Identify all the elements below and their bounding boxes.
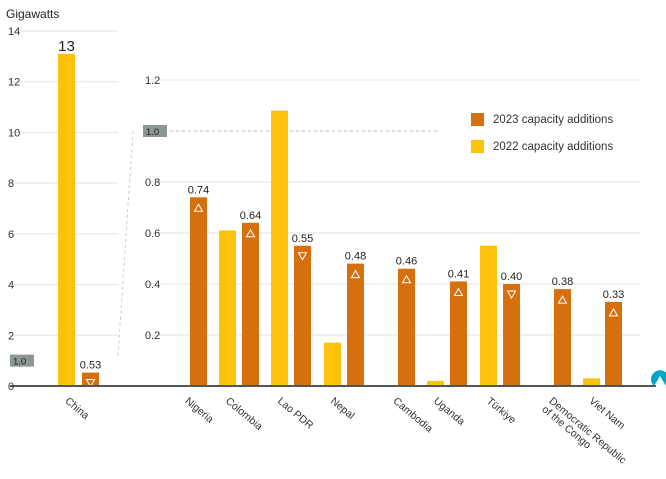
bar-2022	[219, 230, 236, 386]
bars	[58, 53, 622, 386]
inset-tick-label: 0.2	[145, 330, 160, 342]
down-triangle-icon	[85, 379, 96, 388]
up-triangle-icon	[401, 274, 412, 284]
data-label: 0.64	[240, 210, 261, 222]
category-label: Colombia	[223, 395, 265, 433]
left-tick-labels: 0 2 4 6 8 10 12 14	[8, 26, 20, 393]
highlight-box	[143, 125, 167, 137]
bar-2023	[347, 263, 364, 386]
data-label: 0.74	[188, 184, 209, 196]
bar-2023	[503, 284, 520, 386]
left-tick-label: 0	[8, 381, 14, 393]
connector-line	[117, 130, 134, 356]
data-label: 0.33	[603, 289, 624, 301]
legend-swatch	[471, 140, 484, 153]
data-label: 0.38	[552, 276, 573, 288]
bar-2023	[605, 301, 622, 386]
bar-2022	[583, 378, 600, 386]
up-triangle-icon	[245, 228, 256, 238]
left-tick-label: 8	[8, 178, 14, 190]
data-label: 0.46	[396, 256, 417, 268]
bar-2022	[427, 380, 444, 386]
left-tick-label: 6	[8, 229, 14, 241]
up-triangle-icon	[557, 295, 568, 304]
data-labels: 0.53 13 0.74 0.64 0.55 0.48 0.46 0.41 0.40 0.38 0.…	[58, 38, 624, 372]
bar-2023	[294, 245, 311, 386]
bar-2023	[450, 281, 467, 386]
left-tick-label: 2	[8, 330, 14, 342]
bar-2023	[398, 268, 415, 386]
category-label: Lao PDR	[275, 395, 316, 432]
legend: 2023 capacity additions 2022 capacity add…	[471, 113, 613, 153]
data-label: 13	[58, 38, 75, 55]
bar-2022	[271, 110, 288, 386]
left-tick-label: 10	[8, 127, 20, 139]
unit-label: Gigawatts	[6, 7, 59, 21]
left-tick-label: 14	[8, 26, 20, 38]
category-label: Democratic Republicof the Congo	[540, 395, 629, 475]
highlight-box	[10, 354, 34, 367]
category-labels: China Nigeria Colombia Lao PDR Nepal Cambodia…	[63, 395, 629, 475]
bar-2023	[190, 197, 207, 386]
legend-label: 2022 capacity additions	[493, 141, 613, 153]
accent-drop-icon	[651, 370, 666, 386]
up-triangle-icon	[193, 203, 204, 212]
category-label: Cambodia	[391, 395, 435, 435]
data-label: 0.41	[448, 268, 469, 280]
category-label: Nigeria	[183, 395, 216, 426]
legend-swatch	[471, 113, 484, 126]
inset-tick-label: 1.2	[145, 75, 160, 87]
data-label: 0.40	[501, 271, 522, 283]
up-triangle-icon	[453, 287, 464, 296]
category-label: China	[63, 395, 92, 422]
data-label: 0.53	[80, 360, 101, 372]
bar-2023	[242, 222, 259, 386]
inset-tick-labels: 0.2 0.4 0.6 0.8 1.2	[145, 75, 160, 342]
highlight-label: 1.0	[13, 357, 26, 368]
inset-tick-label: 0.4	[145, 279, 160, 291]
highlight-labels: 1.0 1.0	[10, 125, 167, 368]
down-triangle-icon	[506, 290, 517, 300]
up-triangle-icon	[608, 307, 619, 317]
x-axis	[10, 370, 666, 387]
bar-2023	[554, 289, 571, 386]
category-label: Uganda	[431, 395, 467, 428]
category-label: Türkiye	[484, 395, 518, 426]
highlight-label: 1.0	[146, 127, 159, 138]
left-tick-label: 4	[8, 280, 14, 292]
up-triangle-icon	[350, 269, 361, 279]
bar-2022	[58, 53, 75, 386]
bar-2022	[324, 342, 341, 386]
legend-label: 2023 capacity additions	[493, 114, 613, 126]
change-markers	[85, 203, 619, 388]
category-label: Nepal	[328, 395, 357, 422]
inset-tick-label: 0.6	[145, 228, 160, 240]
down-triangle-icon	[297, 252, 308, 261]
data-label: 0.48	[345, 251, 366, 263]
zoom-connector	[117, 130, 134, 356]
data-label: 0.55	[292, 233, 313, 245]
bar-2022	[480, 245, 497, 386]
inset-tick-label: 0.8	[145, 177, 160, 189]
left-tick-label: 12	[8, 77, 20, 89]
